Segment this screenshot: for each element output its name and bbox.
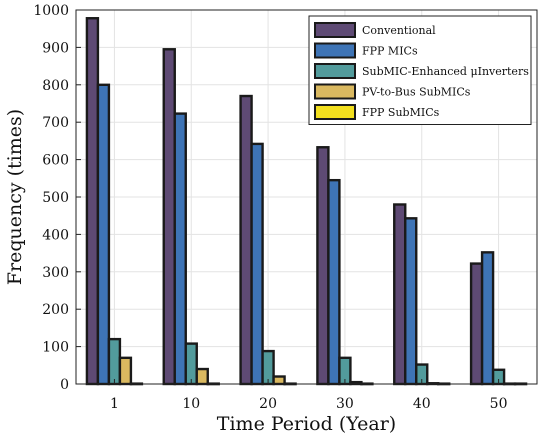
bar-fpp-mics-1 [96,83,111,386]
x-tick-label: 30 [336,396,354,412]
bar-fpp-mics-50 [480,251,495,386]
y-tick-label: 900 [42,40,69,56]
y-tick-label: 800 [42,78,69,94]
y-tick-label: 100 [42,340,69,356]
legend-swatch [314,22,356,38]
bar-conventional-30 [316,146,330,386]
bar-conventional-40 [393,203,407,386]
legend-swatch [314,42,356,59]
legend-label: PV-to-Bus SubMICs [362,86,471,99]
legend: Conventional FPP MICs SubMIC-Enhanced μInv… [308,15,532,125]
x-axis-label: Time Period (Year) [217,413,396,435]
bar-conventional-10 [162,48,176,386]
y-tick-label: 300 [42,265,69,281]
bar-fpp-mics-40 [404,217,418,386]
bar-fpp-mics-30 [327,178,341,386]
x-tick-label: 20 [259,396,277,412]
y-tick-label: 600 [42,153,69,169]
y-tick-label: 700 [42,115,69,131]
legend-label: Conventional [362,24,436,37]
legend-swatch [314,63,356,79]
y-tick-label: 500 [42,190,69,206]
bar-conventional-20 [239,94,253,386]
bar-conventional-50 [469,262,484,386]
legend-label: SubMIC-Enhanced μInverters [362,65,529,78]
tick-labels: 0 100 200 300 400 500 600 700 800 900 1000 1 10 20 30 4… [33,3,507,412]
y-axis-label: Frequency (times) [4,109,26,285]
bar-conventional-1 [85,17,100,386]
y-tick-label: 0 [60,377,69,393]
bar-submic-enhanced-inverters-1 [107,337,122,386]
bar-pv-to-bus-submics-20 [272,375,286,386]
legend-label: FPP MICs [362,45,418,58]
bar-fpp-mics-20 [250,142,264,386]
legend-swatch [314,104,356,120]
bar-submic-enhanced-inverters-10 [184,342,198,386]
x-tick-label: 40 [413,396,431,412]
bar-pv-to-bus-submics-10 [195,367,209,386]
legend-label: FPP SubMICs [362,106,440,119]
y-tick-label: 200 [42,302,69,318]
legend-swatch [314,83,356,100]
bar-fpp-mics-10 [173,112,187,386]
bar-pv-to-bus-submics-1 [118,356,133,386]
x-tick-label: 10 [182,396,200,412]
x-tick-label: 50 [490,396,508,412]
y-tick-label: 1000 [33,3,69,19]
y-tick-label: 400 [42,227,69,243]
x-tick-label: 1 [110,396,119,412]
